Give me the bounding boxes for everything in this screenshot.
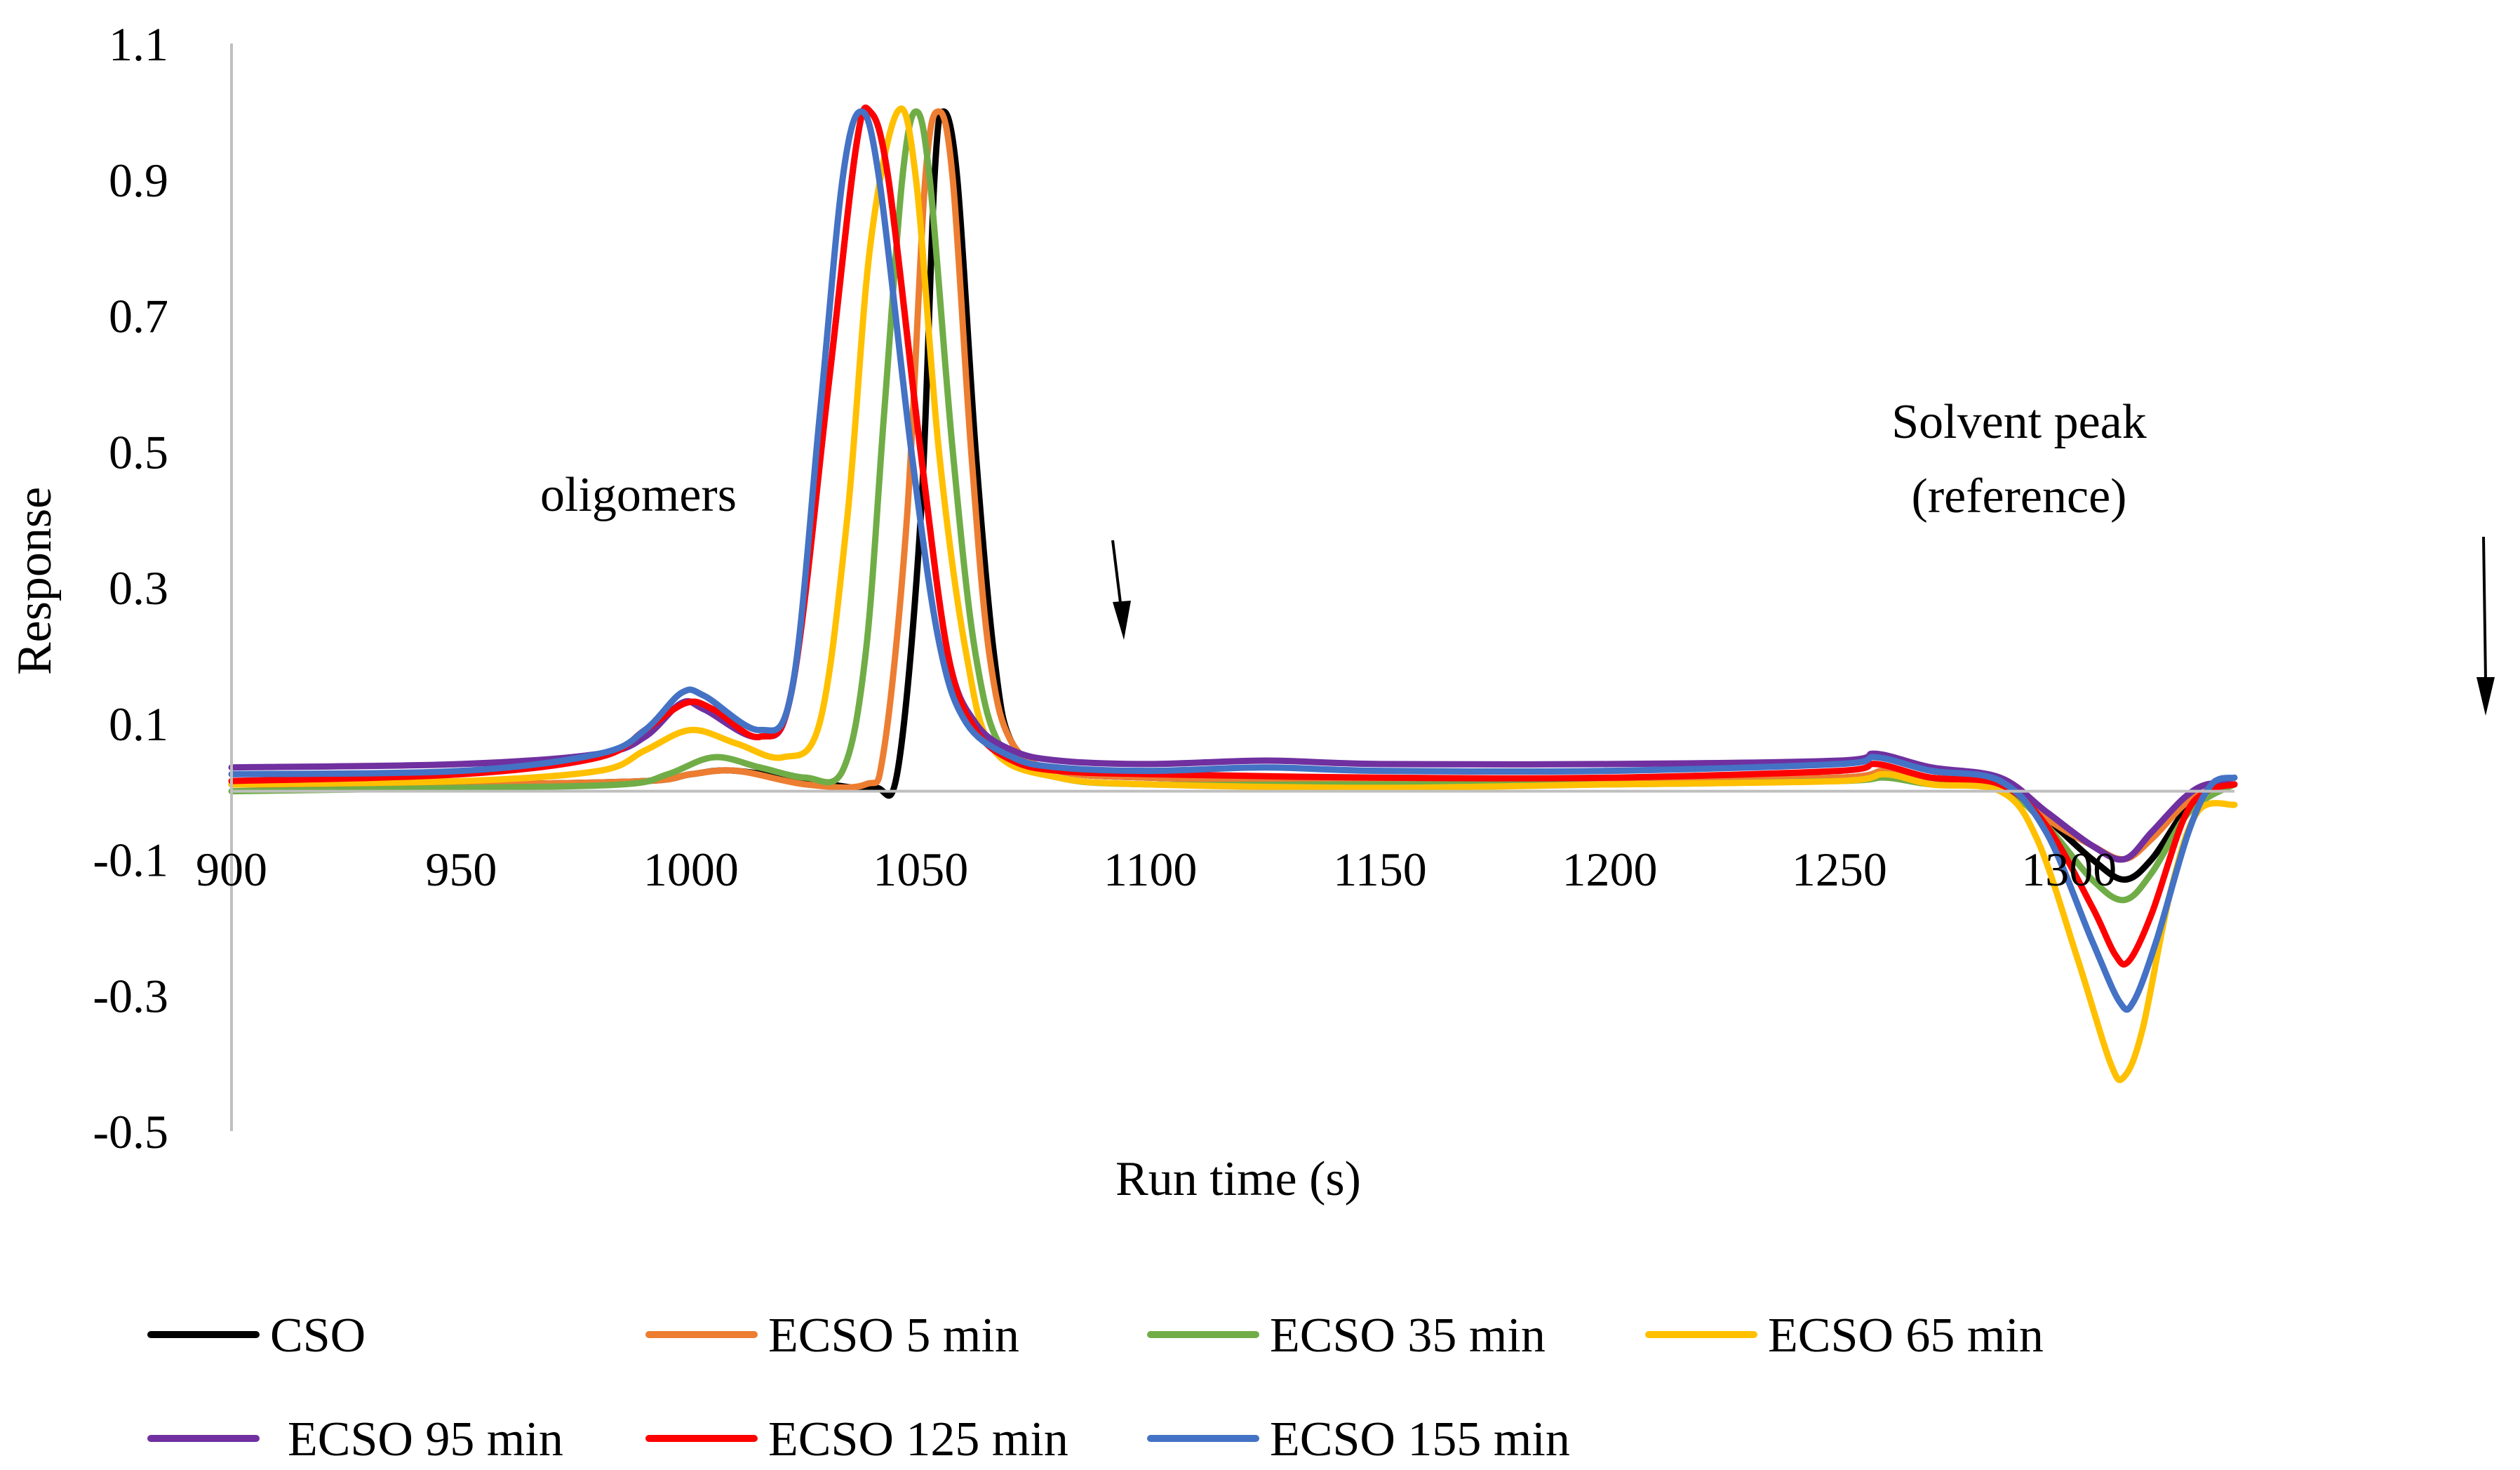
series-line-ecso-95-min bbox=[228, 105, 2238, 863]
y-tick-label: 1.1 bbox=[109, 18, 168, 71]
y-tick-label: 0.9 bbox=[109, 154, 168, 207]
x-tick-label: 950 bbox=[425, 843, 497, 896]
legend-label: ECSO 125 min bbox=[768, 1412, 1068, 1466]
solvent-peak-annotation-line2: (reference) bbox=[1912, 469, 2127, 523]
series-line-ecso-125-min bbox=[228, 105, 2238, 968]
y-tick-labels: 1.1 0.9 0.7 0.5 0.3 0.1 -0.1 -0.3 -0.5 bbox=[93, 18, 168, 1158]
axes bbox=[230, 44, 2234, 1131]
y-tick-label: 0.3 bbox=[109, 561, 168, 615]
legend-label: ECSO 65 min bbox=[1768, 1309, 2044, 1363]
y-tick-label: 0.7 bbox=[109, 290, 168, 343]
y-tick-label: -0.1 bbox=[93, 834, 168, 887]
legend-label: ECSO 95 min bbox=[288, 1412, 563, 1466]
y-tick-label: -0.5 bbox=[93, 1105, 168, 1158]
x-tick-label: 1300 bbox=[2021, 843, 2117, 896]
legend-label: ECSO 35 min bbox=[1270, 1309, 1546, 1363]
x-tick-label: 1050 bbox=[873, 843, 968, 896]
x-tick-label: 1200 bbox=[1562, 843, 1657, 896]
y-tick-label: -0.3 bbox=[93, 969, 168, 1022]
legend-label: CSO bbox=[270, 1309, 366, 1363]
solvent-peak-annotation-line1: Solvent peak bbox=[1891, 395, 2147, 449]
legend-label: ECSO 155 min bbox=[1270, 1412, 1570, 1466]
solvent-arrow bbox=[2477, 536, 2495, 716]
series-line-ecso-155-min bbox=[228, 108, 2238, 1013]
x-tick-labels: 900 950 1000 1050 1100 1150 1200 1250 1300 bbox=[196, 843, 2117, 896]
series-line-ecso-65-min bbox=[228, 105, 2238, 1083]
x-axis-title: Run time (s) bbox=[1115, 1152, 1361, 1206]
y-tick-label: 0.5 bbox=[109, 425, 168, 479]
plot-lines bbox=[228, 105, 2238, 1083]
x-tick-label: 900 bbox=[196, 843, 267, 896]
oligomers-annotation: oligomers bbox=[540, 468, 737, 522]
y-axis-title: Response bbox=[8, 487, 62, 675]
y-tick-label: 0.1 bbox=[109, 697, 168, 751]
x-tick-label: 1000 bbox=[643, 843, 739, 896]
legend-label: ECSO 5 min bbox=[768, 1309, 1019, 1363]
x-tick-label: 1100 bbox=[1104, 843, 1197, 896]
x-tick-label: 1150 bbox=[1333, 843, 1426, 896]
x-tick-label: 1250 bbox=[1792, 843, 1887, 896]
legend: CSO ECSO 5 min ECSO 35 min ECSO 65 min ECSO … bbox=[147, 1309, 2044, 1466]
oligomers-arrow bbox=[1111, 540, 1131, 640]
